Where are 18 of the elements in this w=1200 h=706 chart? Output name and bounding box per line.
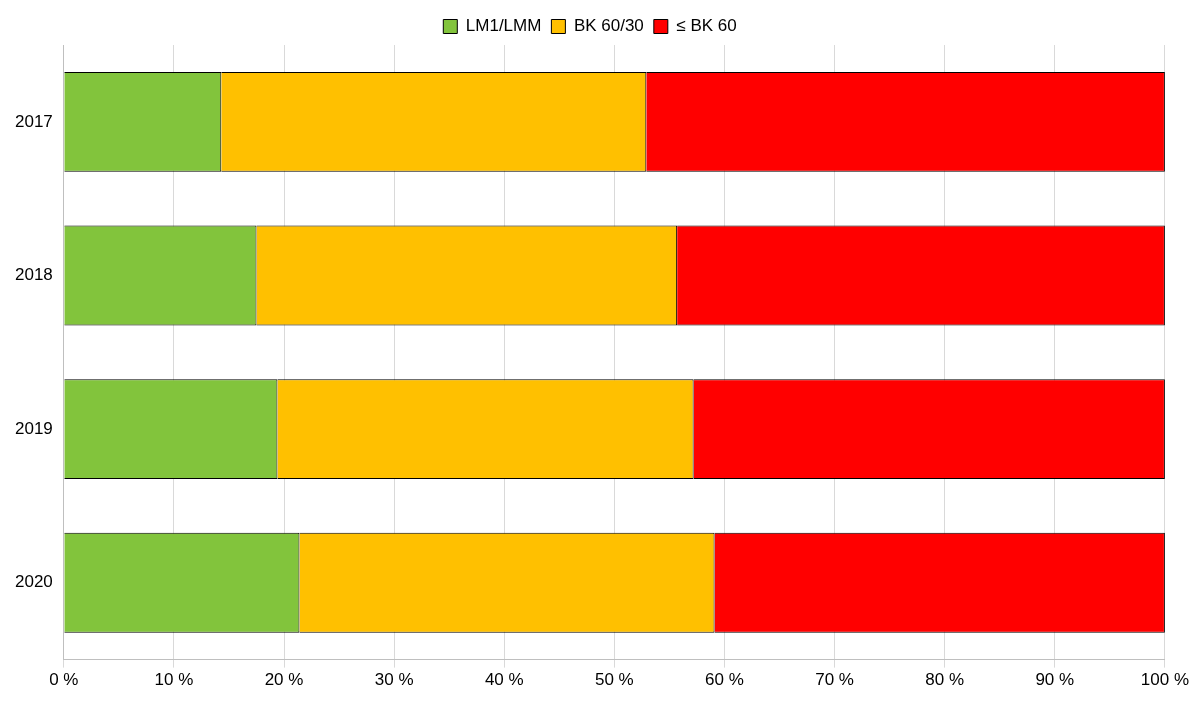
legend-label: ≤ BK 60 [676, 16, 737, 36]
y-tick-label: 2020 [14, 572, 53, 592]
x-tick-label: 0 % [49, 670, 79, 690]
x-tick-label: 20 % [264, 670, 304, 690]
x-tick-label: 100 % [1140, 670, 1189, 690]
x-tick-label: 30 % [374, 670, 414, 690]
x-tick-label: 90 % [1035, 670, 1075, 690]
y-tick-label: 2019 [14, 418, 53, 438]
y-tick-label: 2018 [14, 265, 53, 285]
x-tick-label: 70 % [815, 670, 854, 690]
legend-label: LM1/LMM [465, 16, 542, 36]
x-tick-label: 60 % [705, 670, 744, 690]
x-tick-label: 40 % [484, 670, 524, 690]
x-tick-label: 80 % [925, 670, 965, 690]
y-tick-label: 2017 [14, 111, 53, 131]
x-tick-label: 50 % [594, 670, 634, 690]
x-tick-label: 10 % [154, 670, 194, 690]
legend-label: BK 60/30 [573, 16, 644, 36]
